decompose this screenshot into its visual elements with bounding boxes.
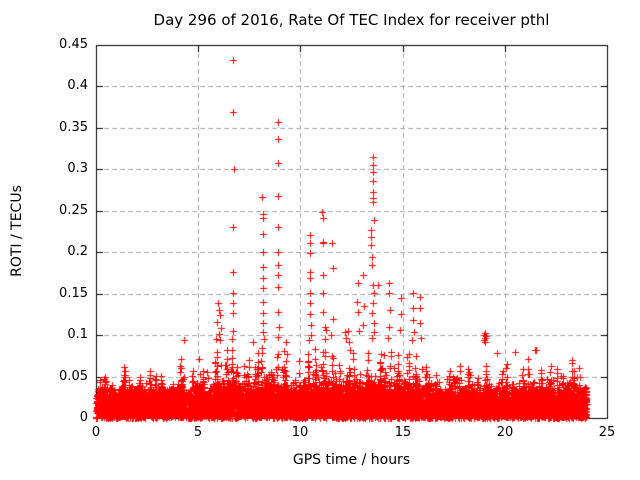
y-axis-label: ROTI / TECUs <box>9 185 25 277</box>
y-tick-label: 0.2 <box>67 244 88 259</box>
y-tick-label: 0 <box>79 410 88 425</box>
x-axis-label: GPS time / hours <box>292 452 411 468</box>
x-tick-label: 25 <box>598 425 616 440</box>
x-tick-label: 10 <box>291 425 309 440</box>
x-tick-label: 0 <box>91 425 101 440</box>
x-tick-label: 15 <box>394 425 412 440</box>
chart-title: Day 296 of 2016, Rate Of TEC Index for r… <box>153 11 550 29</box>
y-tick-label: 0.35 <box>59 120 88 135</box>
y-tick-label: 0.25 <box>59 203 88 218</box>
y-tick-label: 0.3 <box>67 161 88 176</box>
x-tick-label: 20 <box>496 425 514 440</box>
y-tick-label: 0.15 <box>59 286 88 301</box>
x-tick-label: 5 <box>193 425 203 440</box>
y-tick-label: 0.05 <box>59 369 88 384</box>
y-tick-label: 0.4 <box>67 78 88 93</box>
y-tick-label: 0.45 <box>59 37 88 52</box>
y-tick-label: 0.1 <box>67 327 88 342</box>
